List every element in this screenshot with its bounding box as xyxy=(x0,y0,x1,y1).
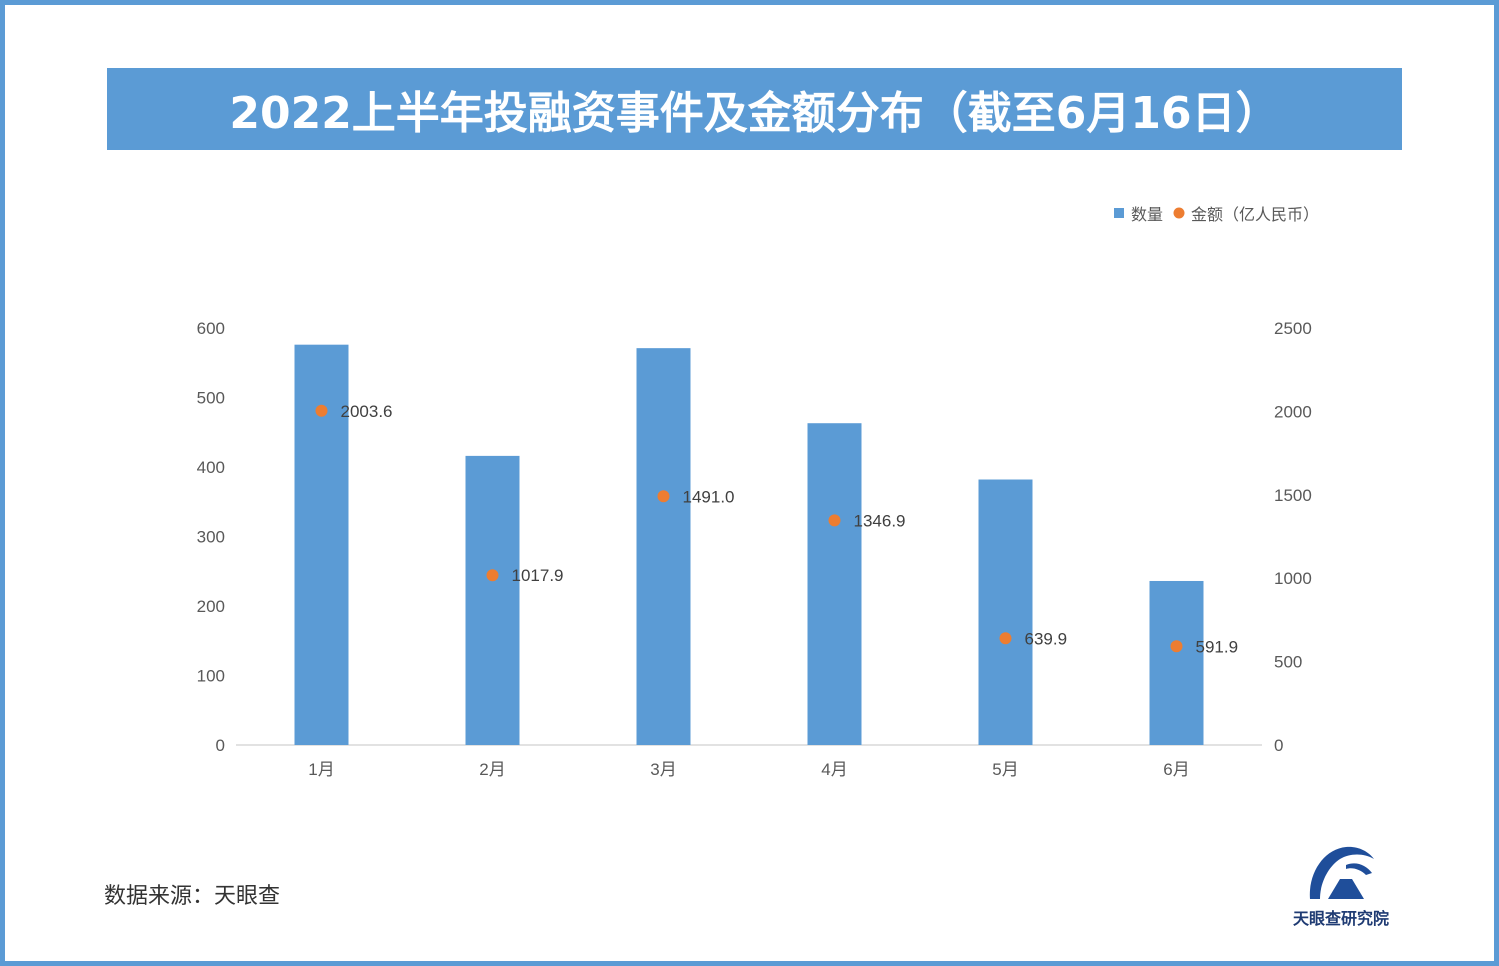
bar-2月 xyxy=(465,455,520,745)
bar-3月 xyxy=(636,348,691,745)
amount-point xyxy=(828,514,841,527)
right-tick-label: 2500 xyxy=(1274,319,1312,338)
tianyancha-logo-icon xyxy=(1309,846,1374,899)
legend-bar-swatch xyxy=(1114,208,1124,218)
legend-label-count: 数量 xyxy=(1131,205,1163,224)
amount-point xyxy=(1170,640,1183,653)
left-tick-label: 300 xyxy=(197,528,225,547)
amount-point xyxy=(486,569,499,582)
left-tick-label: 0 xyxy=(216,736,225,755)
legend: 数量 金额（亿人民币） xyxy=(1114,205,1319,224)
x-tick-label: 4月 xyxy=(821,760,847,779)
right-tick-label: 1000 xyxy=(1274,569,1312,588)
amount-data-label: 2003.6 xyxy=(341,402,393,421)
x-tick-label: 2月 xyxy=(479,760,505,779)
left-tick-label: 500 xyxy=(197,389,225,408)
amount-point xyxy=(999,632,1012,645)
right-tick-label: 0 xyxy=(1274,736,1283,755)
right-tick-label: 2000 xyxy=(1274,402,1312,421)
logo-text: 天眼查研究院 xyxy=(1292,909,1389,928)
bar-6月 xyxy=(1149,580,1204,745)
data-source: 数据来源：天眼查 xyxy=(104,884,281,909)
amount-data-label: 591.9 xyxy=(1196,637,1239,656)
legend-label-amount: 金额（亿人民币） xyxy=(1191,205,1319,224)
legend-dot-swatch xyxy=(1173,207,1185,219)
x-tick-label: 3月 xyxy=(650,760,676,779)
amount-data-label: 1491.0 xyxy=(683,487,735,506)
amount-data-label: 639.9 xyxy=(1025,629,1068,648)
amount-point xyxy=(657,490,670,503)
x-axis-labels: 1月 2月 3月 4月 5月 6月 xyxy=(308,760,1189,779)
left-tick-label: 100 xyxy=(197,667,225,686)
chart-title: 2022上半年投融资事件及金额分布（截至6月16日） xyxy=(107,68,1402,150)
left-tick-label: 400 xyxy=(197,458,225,477)
amount-data-label: 1346.9 xyxy=(854,511,906,530)
left-tick-label: 600 xyxy=(197,319,225,338)
amount-series: 2003.6 1017.9 1491.0 1346.9 639.9 591.9 xyxy=(315,402,1239,656)
left-y-axis: 0 100 200 300 400 500 600 xyxy=(197,319,225,755)
right-tick-label: 1500 xyxy=(1274,486,1312,505)
x-tick-label: 5月 xyxy=(992,760,1018,779)
right-y-axis: 0 500 1000 1500 2000 2500 xyxy=(1274,319,1312,755)
amount-data-label: 1017.9 xyxy=(512,566,564,585)
bars-series xyxy=(294,344,1204,745)
right-tick-label: 500 xyxy=(1274,653,1302,672)
left-tick-label: 200 xyxy=(197,597,225,616)
bar-5月 xyxy=(978,479,1033,745)
bar-4月 xyxy=(807,423,862,745)
x-tick-label: 6月 xyxy=(1163,760,1189,779)
x-tick-label: 1月 xyxy=(308,760,334,779)
amount-point xyxy=(315,404,328,417)
